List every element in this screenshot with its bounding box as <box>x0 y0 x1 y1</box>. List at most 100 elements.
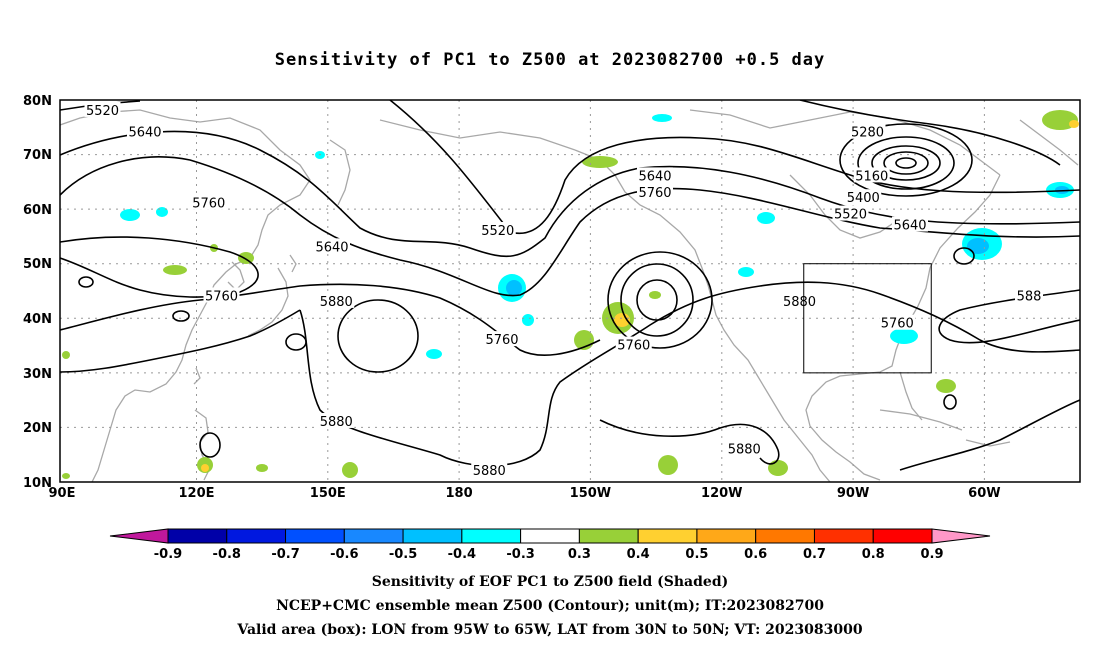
lon-tick-label: 120W <box>701 486 742 501</box>
colorbar-label: -0.9 <box>154 547 182 562</box>
colorbar-segment <box>520 528 580 544</box>
contour-label-bg <box>781 292 818 308</box>
lat-tick-label: 40N <box>23 312 52 327</box>
contour-label-bg <box>84 101 121 117</box>
contour-label: 5880 <box>320 415 353 430</box>
contour-label-bg <box>892 216 928 232</box>
colorbar-segment <box>637 528 698 544</box>
contour-label-bg <box>832 205 869 221</box>
caption-line-1: Sensitivity of EOF PC1 to Z500 field (Sh… <box>371 574 729 590</box>
colorbar-label: -0.5 <box>389 547 417 562</box>
colorbar-label: -0.8 <box>213 547 241 562</box>
contour-label-bg <box>637 183 673 199</box>
lat-tick-label: 80N <box>23 94 52 109</box>
lon-axis: 90E 120E 150E 180 150W 120W 90W 60W <box>49 486 1001 501</box>
lat-tick-label: 20N <box>23 421 52 436</box>
contour-labels: 5520 5640 5760 5640 5760 5880 5520 5640 5760 5760… <box>84 101 1043 479</box>
colorbar-segment <box>696 528 757 544</box>
lat-tick-label: 10N <box>23 476 52 491</box>
contour-label-bg <box>615 336 652 352</box>
z500-contours <box>60 100 1080 471</box>
contour-label: 5640 <box>893 219 926 234</box>
colorbar-label: -0.6 <box>330 547 358 562</box>
contour-label: 5520 <box>481 224 514 239</box>
colorbar-label: 0.7 <box>803 547 826 562</box>
colorbar-label: -0.7 <box>271 547 299 562</box>
colorbar-label: 0.5 <box>685 547 708 562</box>
colorbar-segment <box>755 528 815 544</box>
lon-tick-label: 90E <box>49 486 76 501</box>
colorbar: -0.9 -0.8 -0.7 -0.6 -0.5 -0.4 -0.3 0.3 0.4 0.5 0.6… <box>109 528 991 562</box>
contour-label-bg <box>318 292 355 308</box>
contour-label-bg <box>479 221 516 237</box>
colorbar-high-triangle <box>931 528 991 544</box>
contour-label: 5520 <box>834 208 867 223</box>
contour-label: 5760 <box>881 317 914 332</box>
contour-label-bg <box>849 123 886 139</box>
lon-tick-label: 180 <box>446 486 473 501</box>
contour-label: 5160 <box>855 169 888 184</box>
colorbar-segment <box>813 528 874 544</box>
plot-frame <box>59 99 1081 483</box>
contour-label-bg <box>314 238 350 254</box>
lon-tick-label: 90W <box>837 486 869 501</box>
caption-line-3: Valid area (box): LON from 95W to 65W, L… <box>237 622 863 638</box>
contour-label: 5640 <box>315 240 348 255</box>
map-title: Sensitivity of PC1 to Z500 at 2023082700… <box>274 50 826 70</box>
lat-tick-label: 70N <box>23 148 52 163</box>
contour-label-bg <box>190 194 227 210</box>
valid-area-box <box>803 263 932 374</box>
contour-label: 5760 <box>617 339 650 354</box>
contour-label-bg <box>879 314 916 330</box>
contour-label: 5760 <box>638 186 671 201</box>
contour-label: 5880 <box>320 295 353 310</box>
contour-label-bg <box>1015 287 1043 303</box>
contour-label: 5760 <box>205 289 238 304</box>
colorbar-segment <box>402 528 463 544</box>
colorbar-label: -0.3 <box>506 547 534 562</box>
lon-tick-label: 120E <box>178 486 214 501</box>
contour-label-bg <box>637 167 673 183</box>
contour-label-bg <box>127 123 163 139</box>
colorbar-label: 0.8 <box>862 547 885 562</box>
colorbar-low-triangle <box>109 528 169 544</box>
colorbar-segment <box>872 528 933 544</box>
colorbar-segment <box>461 528 522 544</box>
contour-label: 588 <box>1017 289 1042 304</box>
contour-label-bg <box>471 462 508 478</box>
colorbar-label: 0.9 <box>920 547 943 562</box>
contour-label: 5760 <box>485 333 518 348</box>
colorbar-segment <box>285 528 345 544</box>
contour-label: 5640 <box>128 126 161 141</box>
lon-tick-label: 60W <box>968 486 1000 501</box>
contour-label: 5880 <box>728 442 761 457</box>
contour-label-bg <box>845 189 882 205</box>
contour-label: 5880 <box>473 464 506 479</box>
lat-axis: 80N 70N 60N 50N 40N 30N 20N 10N <box>23 94 52 491</box>
colorbar-label: 0.3 <box>568 547 591 562</box>
colorbar-label: 0.4 <box>627 547 650 562</box>
contour-label-bg <box>484 331 520 347</box>
contour-label-bg <box>203 287 240 303</box>
contour-label-bg <box>726 440 763 456</box>
gridlines <box>60 100 1080 482</box>
contour-label: 5880 <box>783 295 816 310</box>
contour-label-bg <box>318 412 355 428</box>
lat-tick-label: 60N <box>23 203 52 218</box>
colorbar-segment <box>343 528 404 544</box>
contour-label: 5640 <box>638 169 671 184</box>
colorbar-segment <box>167 528 228 544</box>
colorbar-segment <box>578 528 639 544</box>
colorbar-segment <box>226 528 287 544</box>
lat-tick-label: 30N <box>23 367 52 382</box>
contour-label: 5280 <box>851 126 884 141</box>
contour-label-bg <box>853 167 890 183</box>
contour-label: 5400 <box>847 191 880 206</box>
contour-label: 5520 <box>86 104 119 119</box>
lon-tick-label: 150W <box>570 486 611 501</box>
colorbar-label: -0.4 <box>448 547 476 562</box>
lon-tick-label: 150E <box>310 486 346 501</box>
caption-line-2: NCEP+CMC ensemble mean Z500 (Contour); u… <box>276 598 824 614</box>
lat-tick-label: 50N <box>23 257 52 272</box>
